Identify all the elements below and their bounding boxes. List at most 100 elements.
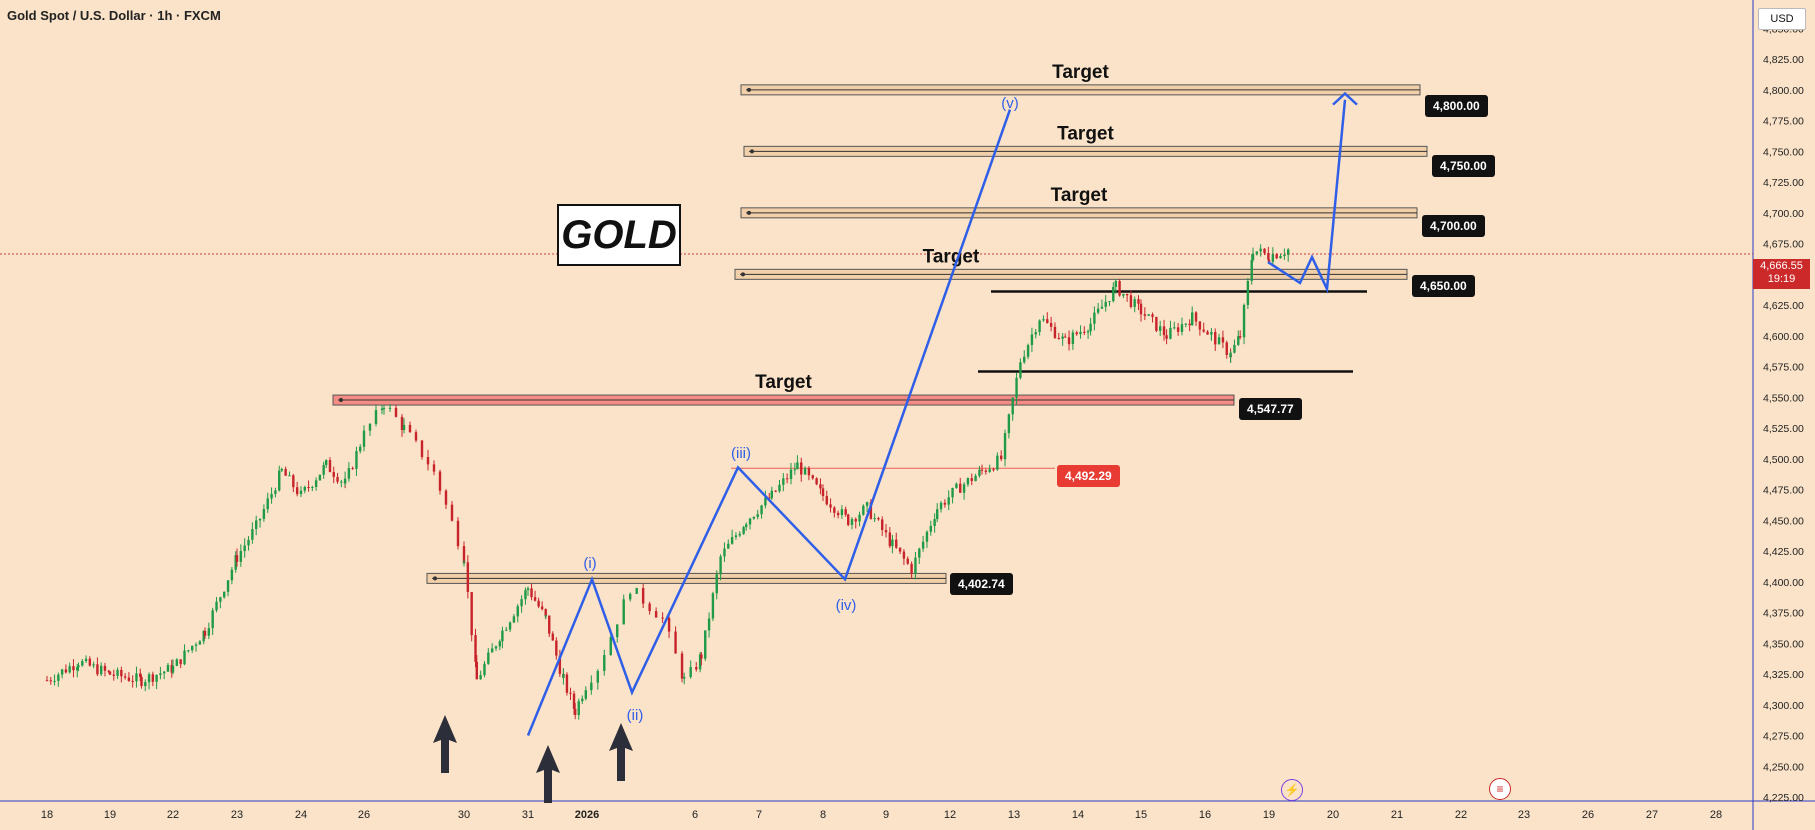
- candle-body: [1169, 327, 1172, 339]
- x-tick-label: 9: [883, 809, 889, 821]
- projection-arrowhead: [1332, 91, 1358, 106]
- candle-body: [1118, 280, 1121, 296]
- candle-body: [778, 484, 781, 492]
- candle-body: [414, 432, 418, 441]
- candle-body: [590, 682, 593, 691]
- candle-body: [255, 520, 258, 530]
- candle-body: [565, 674, 569, 693]
- level-anchor-dot: [747, 87, 751, 92]
- candle-body: [1122, 293, 1125, 296]
- candle-body: [311, 486, 314, 488]
- candle-body: [380, 408, 384, 411]
- candle-body: [850, 519, 854, 525]
- candle-body: [888, 532, 892, 547]
- candle-body: [1053, 326, 1057, 338]
- candle-body: [1251, 254, 1255, 260]
- y-tick-label: 4,750.00: [1763, 146, 1804, 158]
- candle-body: [847, 514, 850, 525]
- candle-body: [191, 645, 194, 651]
- candle-body: [796, 462, 799, 470]
- candle-body: [1034, 332, 1037, 335]
- candle-body: [1108, 301, 1111, 303]
- y-tick-label: 4,600.00: [1763, 331, 1804, 343]
- current-price-value: 4,666.55: [1760, 260, 1803, 272]
- candle-body: [382, 408, 386, 410]
- candle-body: [833, 507, 836, 513]
- candle-body: [1239, 336, 1242, 338]
- candle-body: [450, 504, 454, 521]
- candle-body: [1165, 335, 1168, 339]
- candle-body: [498, 641, 502, 647]
- candle-body: [1210, 332, 1213, 334]
- price-tag-4750: 4,750.00: [1432, 155, 1495, 177]
- x-tick-label: 24: [295, 809, 307, 821]
- candle-body: [1151, 314, 1154, 317]
- candle-body: [1162, 326, 1166, 336]
- candle-body: [1112, 286, 1115, 302]
- candle-body: [336, 476, 339, 482]
- bolt-icon[interactable]: ⚡: [1281, 779, 1303, 801]
- candle-body: [408, 424, 412, 433]
- candle-body: [274, 490, 277, 494]
- candle-body: [764, 497, 767, 506]
- candle-body: [1139, 303, 1143, 315]
- x-tick-label: 26: [358, 809, 370, 821]
- x-tick-label: 31: [522, 809, 534, 821]
- currency-selector[interactable]: USD: [1758, 8, 1806, 30]
- candle-body: [745, 524, 748, 528]
- candle-body: [462, 546, 466, 564]
- candle-body: [1147, 314, 1150, 316]
- candle-body: [400, 416, 404, 431]
- candle-body: [584, 690, 588, 699]
- us-flag-icon[interactable]: ≡: [1489, 778, 1511, 800]
- candle-body: [577, 701, 580, 715]
- gold-label-box: GOLD: [557, 204, 681, 266]
- candle-body: [230, 569, 234, 581]
- candle-body: [719, 556, 722, 575]
- x-tick-label: 6: [692, 809, 698, 821]
- candle-body: [374, 410, 378, 424]
- candle-body: [756, 514, 759, 517]
- candle-body: [648, 603, 651, 612]
- candle-body: [1114, 280, 1117, 287]
- candle-body: [388, 407, 392, 409]
- candle-body: [1093, 312, 1096, 324]
- candle-body: [530, 588, 533, 598]
- candle-body: [738, 533, 741, 536]
- candle-body: [1104, 301, 1107, 307]
- candle-body: [768, 497, 771, 499]
- x-tick-label: 16: [1199, 809, 1211, 821]
- candle-body: [616, 624, 619, 638]
- y-tick-label: 4,825.00: [1763, 54, 1804, 66]
- candle-body: [258, 518, 262, 521]
- candle-body: [1180, 324, 1184, 332]
- candle-body: [139, 673, 142, 677]
- candle-body: [1184, 323, 1187, 325]
- level-anchor-dot: [741, 272, 745, 277]
- candle-body: [1133, 299, 1136, 307]
- candle-body: [555, 640, 558, 656]
- candle-body: [368, 423, 372, 431]
- candle-body: [970, 478, 973, 482]
- candle-body: [474, 635, 477, 662]
- candle-body: [533, 597, 537, 601]
- candle-body: [680, 653, 684, 679]
- up-arrow-icon: [609, 723, 633, 781]
- candle-body: [869, 502, 873, 519]
- x-tick-label: 21: [1391, 809, 1403, 821]
- candle-body: [782, 478, 785, 485]
- candle-body: [811, 475, 814, 479]
- candle-body: [512, 616, 516, 623]
- candle-body: [112, 674, 115, 676]
- candle-body: [280, 468, 283, 471]
- candle-body: [877, 518, 880, 520]
- y-tick-label: 4,225.00: [1763, 792, 1804, 804]
- candle-body: [325, 460, 328, 466]
- candle-body: [1137, 299, 1140, 304]
- candle-body: [978, 469, 981, 476]
- chart-title: Gold Spot / U.S. Dollar · 1h · FXCM: [7, 8, 221, 23]
- candle-body: [902, 551, 906, 559]
- candle-body: [322, 465, 325, 475]
